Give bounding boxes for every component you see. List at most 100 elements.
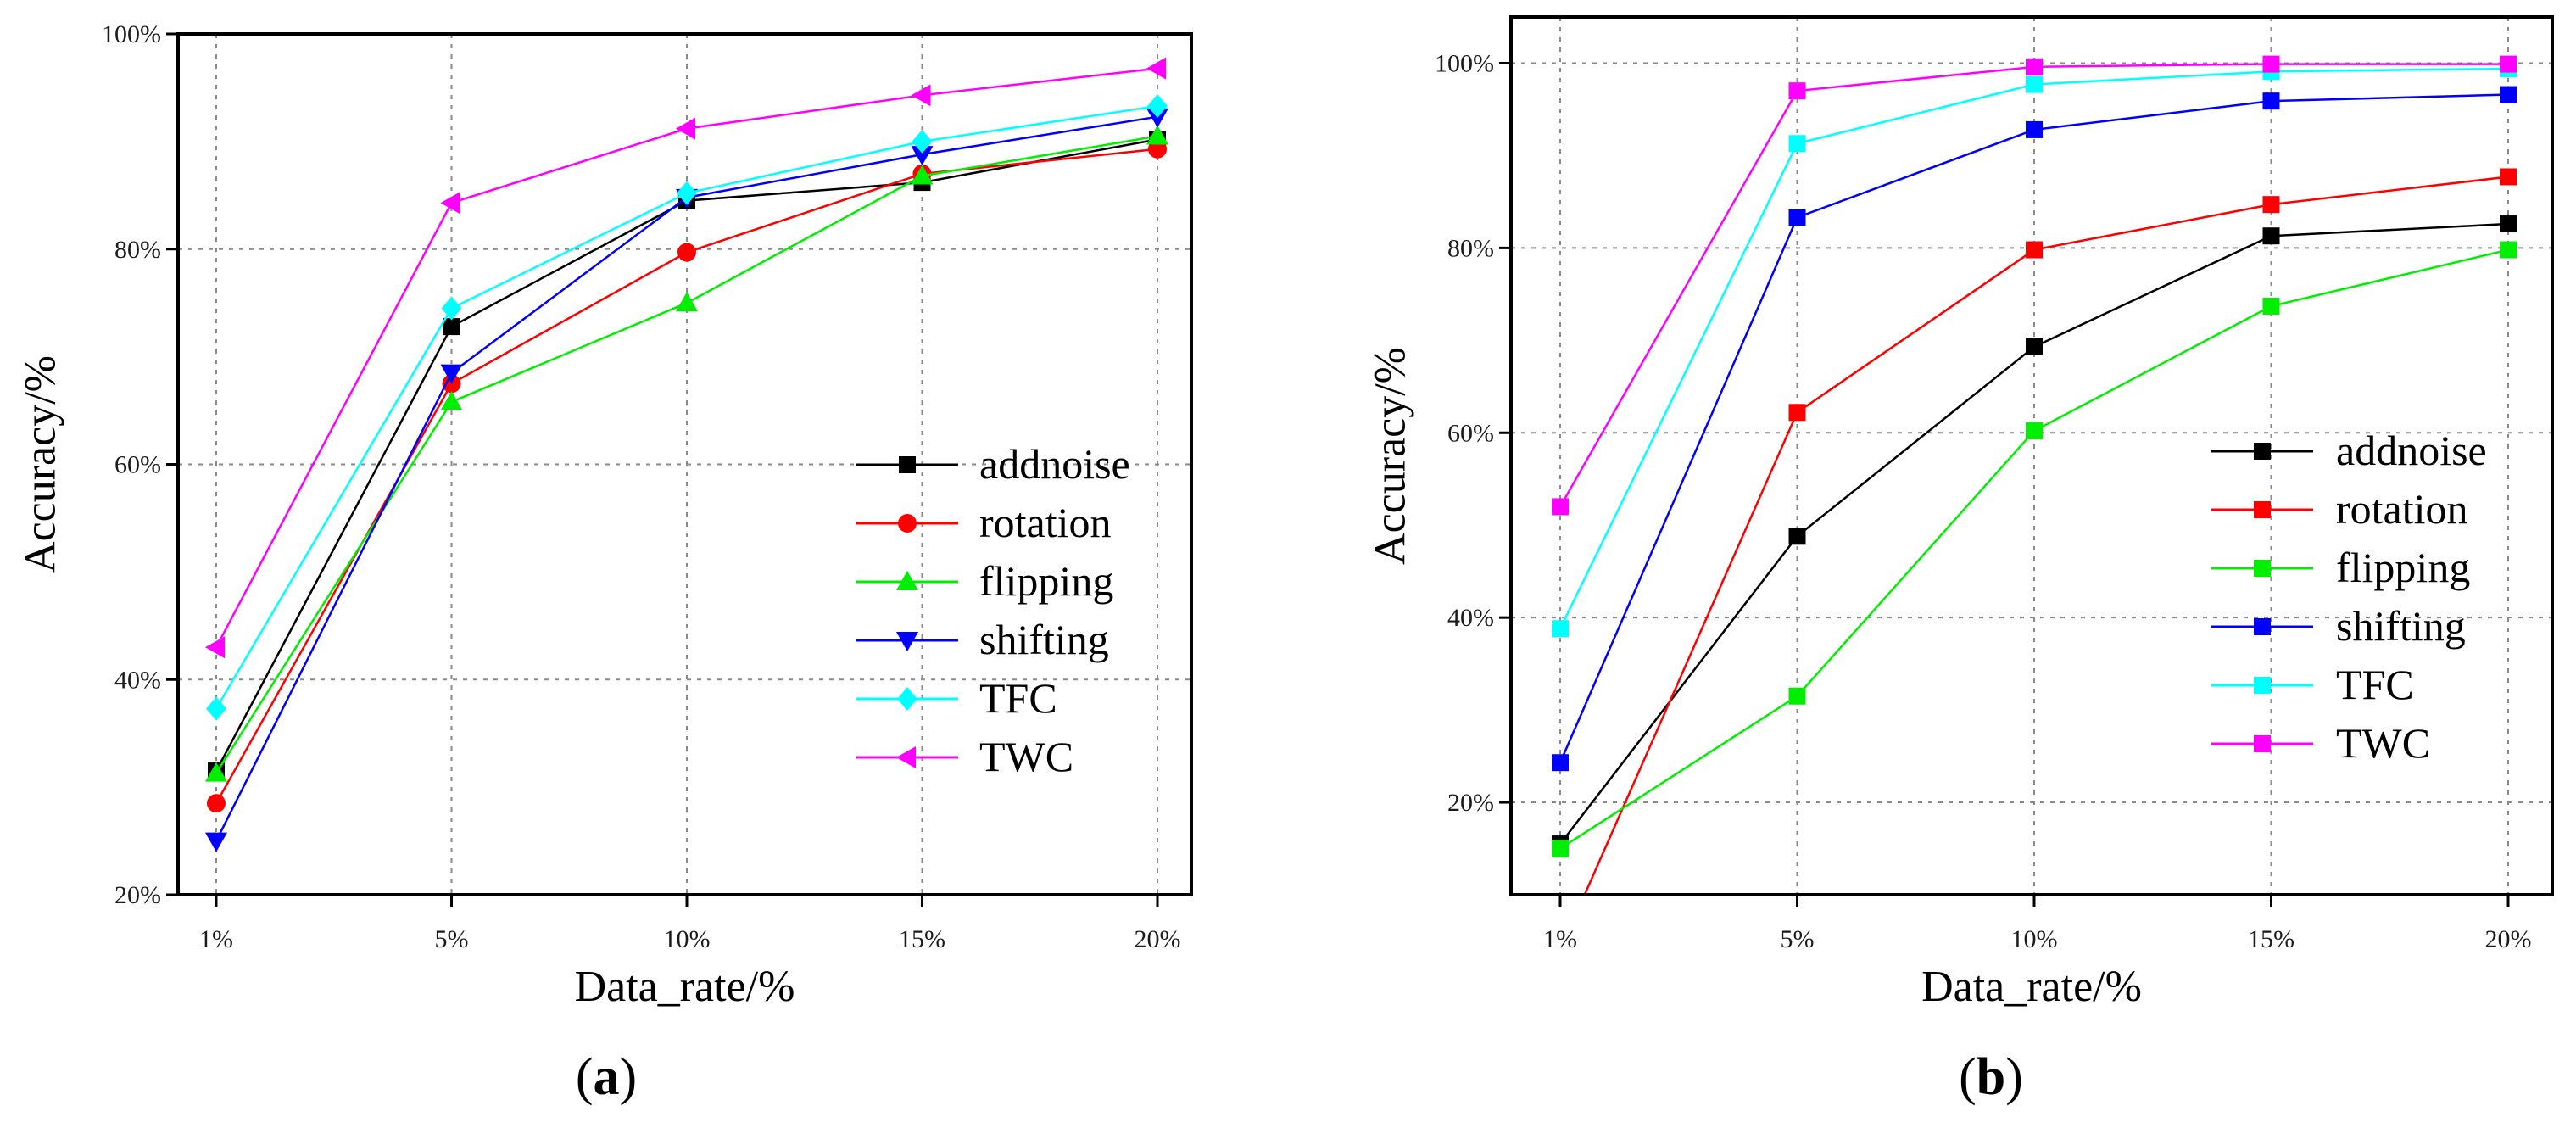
data-point bbox=[2500, 55, 2517, 73]
x-tick-label: 15% bbox=[899, 925, 945, 953]
data-point bbox=[1788, 82, 1806, 100]
chart-panel-b: 20% 40% 60% 80% 100% 1% 5% 10% 15% 20% Data_rate/%… bbox=[1367, 15, 2554, 1106]
series-tfc bbox=[206, 94, 1168, 721]
y-axis-title: Accuracy/% bbox=[1367, 347, 1415, 565]
legend-item-twc: TWC bbox=[2211, 719, 2430, 767]
series-shifting bbox=[1552, 86, 2517, 772]
data-point bbox=[207, 794, 226, 813]
legend-label: TFC bbox=[979, 674, 1057, 722]
legend-marker bbox=[2254, 443, 2271, 460]
legend-marker bbox=[2254, 618, 2271, 635]
data-point bbox=[205, 832, 227, 852]
legend-item-shifting: shifting bbox=[2211, 602, 2466, 650]
legend-marker bbox=[2254, 501, 2271, 518]
legend-marker bbox=[899, 456, 916, 473]
data-point bbox=[1552, 498, 1569, 516]
data-point bbox=[676, 292, 698, 312]
legend-marker bbox=[2254, 735, 2271, 752]
legend-label: shifting bbox=[2336, 602, 2466, 650]
legend-marker bbox=[898, 514, 917, 533]
legend-item-addnoise: addnoise bbox=[2211, 427, 2487, 474]
data-point bbox=[677, 181, 697, 205]
data-point bbox=[205, 636, 225, 659]
x-tick-label: 10% bbox=[2011, 925, 2058, 953]
data-point bbox=[2262, 92, 2280, 110]
y-tick-label: 80% bbox=[114, 236, 161, 264]
legend-label: rotation bbox=[2336, 485, 2468, 533]
data-point bbox=[1552, 754, 1569, 772]
data-point bbox=[1146, 125, 1168, 145]
x-tick-label: 20% bbox=[2485, 925, 2532, 953]
data-point bbox=[1788, 135, 1806, 153]
y-tick-label: 40% bbox=[1447, 604, 1494, 632]
data-point bbox=[1788, 209, 1806, 226]
legend-item-flipping: flipping bbox=[2211, 544, 2470, 591]
y-tick-label: 20% bbox=[114, 881, 161, 909]
data-point bbox=[2262, 227, 2280, 245]
y-axis-title: Accuracy/% bbox=[17, 355, 65, 573]
legend-item-shifting: shifting bbox=[856, 616, 1109, 663]
data-point bbox=[676, 117, 695, 140]
legend-label: TWC bbox=[2336, 719, 2430, 767]
data-point bbox=[911, 165, 934, 185]
legend-item-addnoise: addnoise bbox=[856, 440, 1130, 488]
x-tick-label: 1% bbox=[1543, 925, 1577, 953]
y-tick-label: 60% bbox=[114, 451, 161, 479]
y-tick-label: 40% bbox=[114, 666, 161, 694]
series-flipping bbox=[205, 125, 1168, 782]
data-point bbox=[911, 146, 934, 166]
legend: addnoise rotation flipping shifting TFC TWC bbox=[2211, 427, 2487, 767]
legend-label: addnoise bbox=[2336, 427, 2487, 474]
x-tick-label: 5% bbox=[1781, 925, 1815, 953]
data-point bbox=[1788, 404, 1806, 422]
panel-label: (a) bbox=[576, 1048, 637, 1106]
legend-marker bbox=[897, 687, 917, 711]
data-point bbox=[1147, 94, 1168, 119]
legend-label: TWC bbox=[979, 733, 1073, 780]
legend-label: shifting bbox=[979, 616, 1109, 663]
series-twc bbox=[205, 57, 1166, 659]
panel-label: (b) bbox=[1959, 1048, 2023, 1106]
data-point bbox=[2262, 298, 2280, 316]
legend-item-tfc: TFC bbox=[856, 674, 1057, 722]
legend-marker bbox=[2254, 677, 2271, 694]
x-tick-label: 1% bbox=[199, 925, 233, 953]
y-tick-label: 100% bbox=[1435, 49, 1494, 77]
y-tick-label: 100% bbox=[102, 20, 161, 48]
x-axis-title: Data_rate/% bbox=[575, 963, 795, 1011]
series-flipping bbox=[1552, 241, 2517, 857]
data-point bbox=[443, 318, 460, 336]
y-tick-label: 20% bbox=[1447, 789, 1494, 817]
data-point bbox=[912, 129, 933, 154]
data-point bbox=[1552, 840, 1569, 857]
legend-marker bbox=[2254, 560, 2271, 577]
x-axis-title: Data_rate/% bbox=[1921, 963, 2142, 1011]
x-tick-label: 5% bbox=[435, 925, 469, 953]
data-point bbox=[2026, 58, 2043, 75]
data-point bbox=[1788, 528, 1806, 545]
legend-item-tfc: TFC bbox=[2211, 661, 2414, 708]
legend-label: flipping bbox=[979, 557, 1113, 605]
data-point bbox=[2026, 241, 2043, 259]
legend-marker bbox=[896, 571, 918, 590]
data-point bbox=[2262, 196, 2280, 214]
legend-label: TFC bbox=[2336, 661, 2414, 708]
data-point bbox=[440, 192, 460, 215]
data-point bbox=[2026, 75, 2043, 93]
legend-marker bbox=[896, 746, 916, 768]
x-tick-label: 15% bbox=[2248, 925, 2294, 953]
y-tick-label: 80% bbox=[1447, 234, 1494, 262]
data-point bbox=[2500, 86, 2517, 103]
data-point bbox=[2026, 338, 2043, 355]
chart-panel-a: 20% 40% 60% 80% 100% 1% 5% 10% 15% 20% Data_rate/%… bbox=[17, 20, 1193, 1106]
x-tick-label: 10% bbox=[664, 925, 711, 953]
legend: addnoise rotation flipping shifting TFC TWC bbox=[856, 440, 1130, 780]
legend-item-rotation: rotation bbox=[856, 499, 1112, 546]
legend-marker bbox=[896, 632, 918, 651]
data-point bbox=[2026, 422, 2043, 440]
data-point bbox=[1788, 687, 1806, 705]
data-point bbox=[2026, 120, 2043, 138]
data-point bbox=[2500, 241, 2517, 259]
series-group bbox=[1552, 55, 2517, 895]
